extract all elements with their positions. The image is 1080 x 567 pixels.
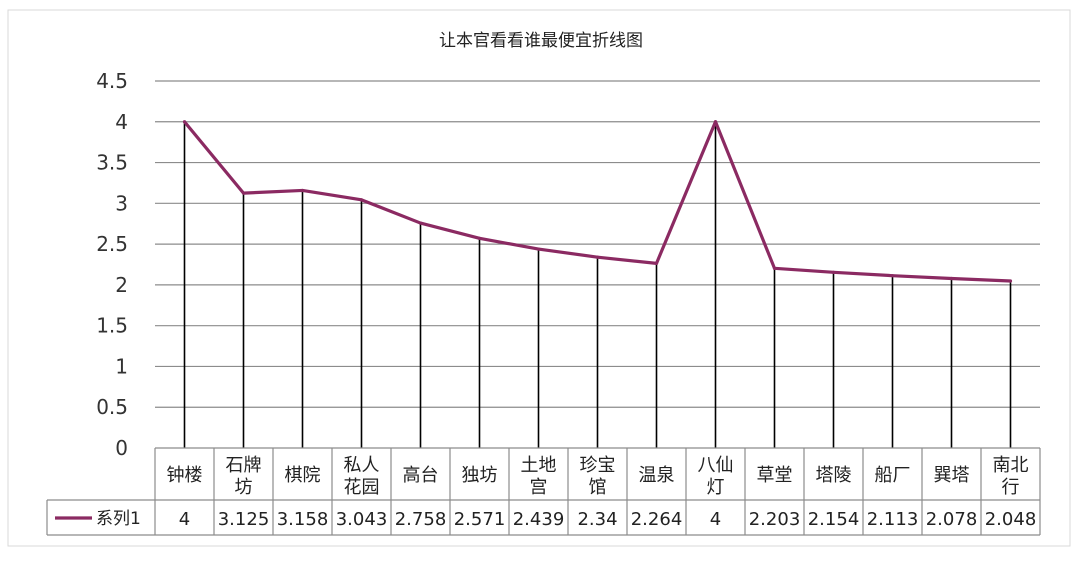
- y-tick-label: 0.5: [96, 395, 128, 419]
- y-tick-label: 2: [115, 273, 128, 297]
- data-point: [595, 255, 600, 259]
- data-value-label: 2.758: [395, 509, 447, 530]
- data-value-label: 2.571: [454, 509, 506, 530]
- data-point: [300, 188, 305, 193]
- data-value-label: 2.113: [867, 509, 919, 530]
- category-label-line2: 坊: [235, 477, 253, 498]
- data-value-label: 3.125: [218, 509, 270, 530]
- y-tick-label: 2.5: [96, 232, 128, 256]
- data-point: [418, 221, 423, 225]
- data-value-label: 4: [179, 509, 190, 530]
- data-value-label: 2.34: [577, 509, 617, 530]
- category-label-line1: 珍宝: [580, 455, 616, 476]
- data-point: [772, 266, 777, 270]
- data-point: [477, 236, 482, 240]
- category-label: 温泉: [639, 465, 675, 486]
- category-label-line1: 南北: [993, 455, 1029, 476]
- category-label: 高台: [403, 465, 439, 486]
- data-point: [949, 276, 954, 281]
- data-value-label: 2.264: [631, 509, 683, 530]
- drop-lines: [183, 121, 1012, 448]
- y-tick-label: 4: [115, 110, 128, 134]
- y-tick-label: 0: [115, 436, 128, 460]
- y-tick-label: 1: [115, 354, 128, 378]
- data-value-label: 2.078: [926, 509, 978, 530]
- data-point: [241, 191, 246, 195]
- chart-title: 让本官看看谁最便宜折线图: [439, 31, 643, 51]
- category-label: 独坊: [462, 465, 498, 486]
- category-label-line1: 土地: [521, 455, 557, 476]
- data-value-label: 2.048: [985, 509, 1037, 530]
- category-label-line2: 宫: [530, 477, 548, 498]
- category-label-line2: 馆: [589, 477, 607, 498]
- data-value-label: 3.158: [277, 509, 329, 530]
- category-label-line1: 八仙: [698, 455, 734, 476]
- series-line: [182, 120, 1013, 283]
- y-axis-ticks: 0 0.5 1 1.5 2 2.5 3 3.5 4 4.5: [96, 69, 128, 460]
- y-tick-label: 1.5: [96, 314, 128, 338]
- data-point: [890, 274, 895, 278]
- y-tick-label: 3.5: [96, 151, 128, 175]
- data-value-label: 2.439: [513, 509, 565, 530]
- category-label: 巽塔: [934, 465, 970, 486]
- data-point: [654, 261, 659, 265]
- data-value-label: 3.043: [336, 509, 388, 530]
- category-label-line1: 石牌: [226, 455, 262, 476]
- data-value-label: 4: [710, 509, 721, 530]
- data-point: [359, 198, 364, 202]
- legend-series-name: 系列1: [96, 509, 141, 529]
- category-label-line2: 灯: [707, 477, 725, 498]
- data-point: [831, 270, 836, 274]
- data-point: [536, 247, 541, 251]
- y-tick-label: 4.5: [96, 69, 128, 93]
- category-label: 塔陵: [816, 465, 852, 486]
- category-label-line2: 行: [1002, 477, 1020, 498]
- y-tick-label: 3: [115, 191, 128, 215]
- data-value-label: 2.154: [808, 509, 860, 530]
- data-value-label: 2.203: [749, 509, 801, 530]
- category-label-line1: 私人: [344, 455, 380, 476]
- category-label: 船厂: [875, 465, 911, 486]
- data-point: [1008, 279, 1013, 283]
- category-label: 钟楼: [167, 465, 203, 486]
- category-label: 棋院: [285, 465, 321, 486]
- data-point: [713, 120, 718, 124]
- data-point: [182, 120, 187, 124]
- category-label: 草堂: [757, 465, 793, 486]
- category-label-line2: 花园: [344, 477, 380, 498]
